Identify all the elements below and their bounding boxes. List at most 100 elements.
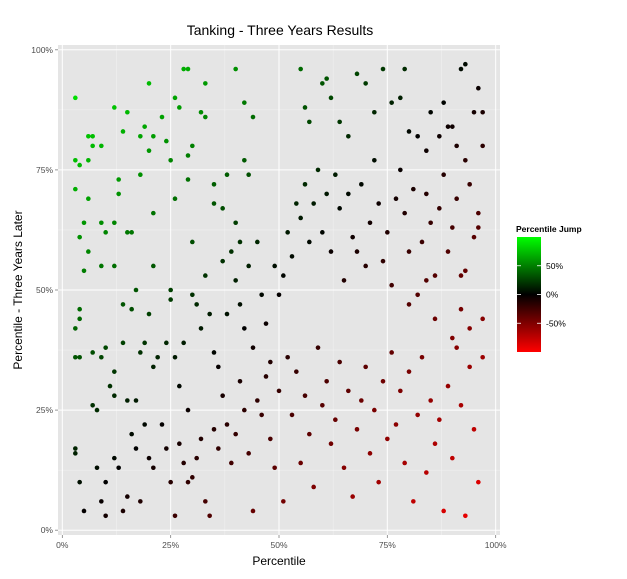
data-point — [86, 157, 91, 163]
data-point — [298, 215, 303, 221]
data-point — [168, 287, 173, 293]
legend-title: Percentile Jump — [516, 224, 582, 234]
data-point — [233, 278, 238, 283]
data-point — [77, 234, 82, 240]
data-point — [441, 508, 446, 514]
data-point — [437, 206, 442, 211]
data-point — [324, 378, 329, 384]
data-point — [90, 402, 95, 408]
data-point — [281, 499, 286, 504]
data-point — [125, 398, 130, 403]
data-point — [424, 470, 429, 475]
data-point — [120, 129, 126, 134]
data-point — [207, 311, 212, 317]
legend-label: 50% — [546, 261, 563, 271]
data-point — [103, 345, 108, 350]
data-point — [320, 81, 325, 86]
data-point — [450, 335, 455, 341]
data-point — [263, 321, 269, 326]
data-point — [112, 220, 117, 226]
data-point — [328, 95, 334, 101]
data-point — [155, 354, 160, 360]
data-point — [203, 273, 208, 278]
data-point — [320, 230, 325, 235]
data-point — [86, 133, 91, 139]
data-point — [294, 369, 299, 374]
data-point — [255, 398, 260, 403]
data-point — [406, 129, 412, 134]
data-point — [233, 220, 238, 226]
data-point — [73, 186, 78, 192]
data-point — [402, 66, 407, 72]
data-point — [151, 133, 156, 139]
y-tick-label: 75% — [36, 165, 53, 175]
data-point — [120, 508, 126, 514]
data-point — [250, 114, 256, 120]
data-point — [181, 66, 186, 72]
data-point — [146, 455, 152, 461]
data-point — [337, 359, 342, 365]
data-point — [445, 249, 451, 254]
data-point — [133, 287, 139, 293]
data-point — [454, 196, 459, 202]
data-point — [151, 364, 156, 370]
data-point — [233, 431, 238, 437]
data-point — [463, 61, 468, 67]
data-point — [476, 85, 481, 91]
data-point — [393, 422, 399, 427]
data-point — [445, 383, 451, 389]
data-point — [432, 316, 438, 322]
data-point — [107, 383, 113, 389]
data-point — [172, 196, 178, 202]
data-point — [237, 239, 243, 245]
data-point — [103, 513, 108, 519]
data-point — [298, 460, 303, 466]
data-point — [73, 326, 78, 331]
x-axis: 0% 25% 50% 75% 100% — [56, 535, 507, 550]
data-point — [190, 292, 195, 298]
data-point — [220, 206, 225, 211]
data-point — [246, 451, 251, 456]
data-point — [103, 479, 108, 485]
data-point — [285, 354, 290, 360]
data-point — [142, 340, 147, 346]
data-point — [250, 508, 256, 514]
data-point — [480, 109, 485, 115]
data-point — [125, 230, 130, 235]
data-point — [151, 210, 156, 216]
data-point — [86, 249, 91, 254]
data-point — [385, 230, 390, 235]
data-point — [129, 230, 134, 235]
data-point — [467, 326, 472, 331]
data-point — [138, 499, 143, 504]
data-point — [376, 479, 381, 485]
data-point — [90, 350, 95, 355]
data-point — [172, 95, 178, 101]
data-point — [211, 427, 217, 432]
data-point — [116, 191, 121, 197]
data-point — [172, 513, 178, 519]
data-point — [346, 133, 351, 139]
data-point — [463, 157, 468, 163]
data-point — [307, 239, 312, 245]
data-point — [307, 119, 312, 125]
data-point — [406, 249, 412, 254]
data-point — [224, 422, 230, 427]
data-point — [437, 417, 442, 423]
data-point — [281, 273, 286, 278]
data-point — [476, 225, 481, 230]
data-point — [428, 398, 433, 403]
data-point — [315, 167, 321, 173]
data-point — [73, 157, 78, 163]
data-point — [99, 263, 104, 269]
data-point — [242, 407, 247, 413]
data-point — [437, 133, 442, 139]
data-point — [398, 95, 403, 101]
data-point — [138, 350, 143, 355]
data-point — [77, 316, 82, 322]
data-point — [133, 446, 139, 451]
data-point — [415, 412, 420, 418]
data-point — [428, 220, 433, 226]
x-tick-label: 75% — [379, 540, 396, 550]
data-point — [341, 278, 347, 283]
